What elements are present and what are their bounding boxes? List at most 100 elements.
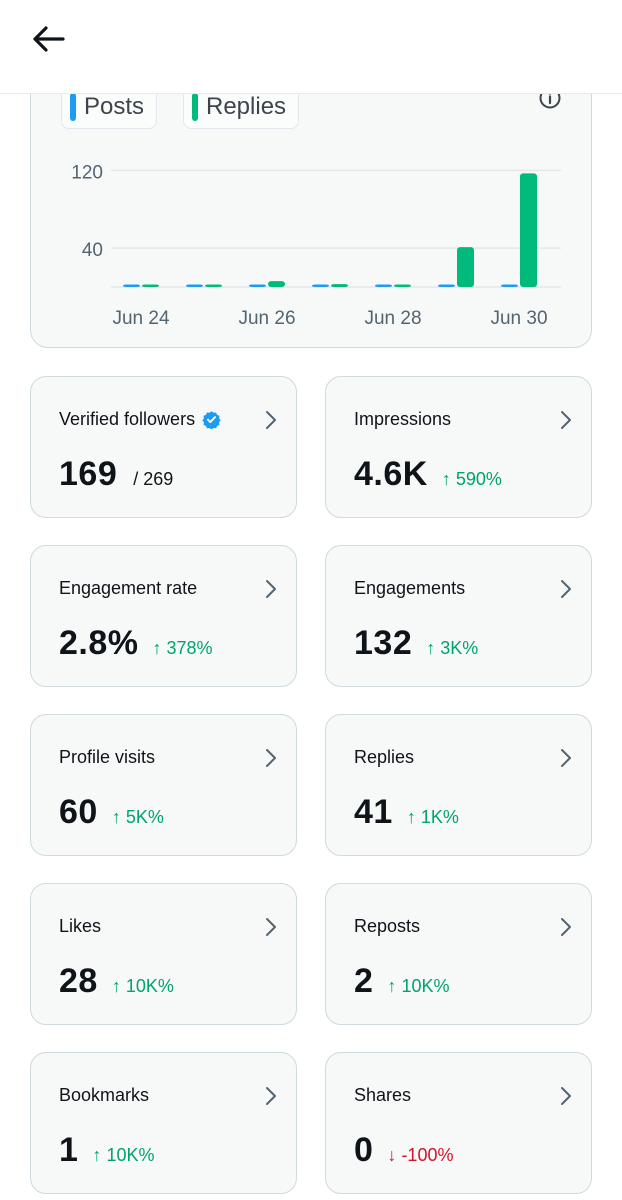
- arrow-up-icon: ↑: [92, 1145, 107, 1165]
- stat-card-impressions[interactable]: Impressions 4.6K ↑ 590%: [325, 376, 592, 518]
- stat-label-wrap: Verified followers: [59, 409, 221, 430]
- bar-posts-jun-28[interactable]: [375, 284, 392, 288]
- y-tick-label: 40: [82, 240, 103, 261]
- stat-label: Engagements: [354, 578, 466, 598]
- back-button[interactable]: [28, 22, 68, 56]
- arrow-up-icon: ↑: [441, 469, 456, 489]
- stat-label: Impressions: [354, 409, 452, 429]
- arrow-left-icon: [33, 26, 65, 52]
- bar-posts-jun-29[interactable]: [438, 284, 455, 288]
- stat-card-profile-visits[interactable]: Profile visits 60 ↑ 5K%: [30, 714, 297, 856]
- stat-card-engagement-rate[interactable]: Engagement rate 2.8% ↑ 378%: [30, 545, 297, 687]
- stat-card-replies[interactable]: Replies 41 ↑ 1K%: [325, 714, 592, 856]
- stat-change: ↓ -100%: [387, 1145, 453, 1166]
- bar-chart: 120 40 Jun 24 Jun 26 Jun 28 Jun 30: [71, 162, 561, 329]
- y-tick-label: 120: [71, 162, 103, 183]
- stat-value-row: 4.6K ↑ 590%: [354, 455, 502, 494]
- arrow-up-icon: ↑: [111, 807, 126, 827]
- chevron-right-icon: [266, 1087, 276, 1105]
- stat-change-value: 10K%: [401, 976, 450, 996]
- stat-change-value: 10K%: [125, 976, 174, 996]
- stat-value-row: 2 ↑ 10K%: [354, 962, 449, 1001]
- x-tick-label: Jun 24: [112, 308, 169, 329]
- stat-change: ↑ 5K%: [112, 807, 164, 828]
- bar-replies-jun-30[interactable]: [520, 173, 537, 287]
- replies-swatch: [192, 93, 198, 121]
- stat-value-row: 2.8% ↑ 378%: [59, 624, 213, 663]
- legend-posts-label: Posts: [84, 93, 145, 120]
- stat-value: 2: [354, 962, 374, 1000]
- stat-label: Profile visits: [59, 747, 156, 767]
- bar-replies-jun-27[interactable]: [331, 284, 348, 287]
- bar-replies-jun-25[interactable]: [205, 284, 222, 288]
- chevron-right-icon: [561, 749, 571, 767]
- stat-change-value: 10K%: [106, 1145, 155, 1165]
- stat-card-shares[interactable]: Shares 0 ↓ -100%: [325, 1052, 592, 1194]
- stat-value-row: 169 / 269: [59, 455, 173, 494]
- stat-label-wrap: Likes: [59, 916, 101, 937]
- stat-card-reposts[interactable]: Reposts 2 ↑ 10K%: [325, 883, 592, 1025]
- stat-change: ↑ 1K%: [407, 807, 459, 828]
- stat-sub-total: / 269: [133, 469, 174, 489]
- bar-replies-jun-24[interactable]: [142, 284, 159, 288]
- stat-label-wrap: Profile visits: [59, 747, 155, 768]
- stat-value: 169: [59, 455, 118, 493]
- stat-card-likes[interactable]: Likes 28 ↑ 10K%: [30, 883, 297, 1025]
- stat-value: 0: [354, 1131, 374, 1169]
- stat-change: ↑ 10K%: [92, 1145, 154, 1166]
- chart-card: Posts Replies 120 40 Jun 24 Jun 26 Jun 28 Jun…: [30, 60, 592, 348]
- stat-label-wrap: Replies: [354, 747, 414, 768]
- stat-change: ↑ 10K%: [112, 976, 174, 997]
- stat-value-row: 41 ↑ 1K%: [354, 793, 459, 832]
- bar-posts-jun-24[interactable]: [123, 284, 140, 288]
- bar-posts-jun-25[interactable]: [186, 284, 203, 288]
- stat-value-row: 132 ↑ 3K%: [354, 624, 478, 663]
- stat-change-value: 1K%: [420, 807, 459, 827]
- stat-value-row: 60 ↑ 5K%: [59, 793, 164, 832]
- stat-change-value: 3K%: [440, 638, 479, 658]
- stat-value: 2.8%: [59, 624, 139, 662]
- stat-change-value: 590%: [455, 469, 502, 489]
- bar-replies-jun-29[interactable]: [457, 247, 474, 287]
- arrow-up-icon: ↑: [426, 638, 441, 658]
- chevron-right-icon: [266, 918, 276, 936]
- stat-value-row: 0 ↓ -100%: [354, 1131, 453, 1170]
- top-bar: [0, 0, 622, 94]
- stat-label: Replies: [354, 747, 415, 767]
- chevron-right-icon: [266, 580, 276, 598]
- stat-value: 60: [59, 793, 98, 831]
- arrow-up-icon: ↑: [111, 976, 126, 996]
- stat-label: Shares: [354, 1085, 412, 1105]
- x-tick-label: Jun 30: [490, 308, 547, 329]
- stat-value: 4.6K: [354, 455, 428, 493]
- stat-label: Likes: [59, 916, 102, 936]
- bar-posts-jun-30[interactable]: [501, 284, 518, 288]
- stat-label-wrap: Impressions: [354, 409, 451, 430]
- x-tick-label: Jun 26: [238, 308, 295, 329]
- stat-label-wrap: Shares: [354, 1085, 411, 1106]
- stat-label: Engagement rate: [59, 578, 198, 598]
- stat-label-wrap: Engagements: [354, 578, 465, 599]
- chevron-right-icon: [561, 918, 571, 936]
- stat-card-engagements[interactable]: Engagements 132 ↑ 3K%: [325, 545, 592, 687]
- chevron-right-icon: [561, 1087, 571, 1105]
- stat-change: ↑ 378%: [153, 638, 213, 659]
- bar-posts-jun-26[interactable]: [249, 284, 266, 288]
- stat-value: 28: [59, 962, 98, 1000]
- posts-swatch: [70, 93, 76, 121]
- stat-change-value: -100%: [401, 1145, 454, 1165]
- stat-value: 41: [354, 793, 393, 831]
- stat-label-wrap: Engagement rate: [59, 578, 197, 599]
- bar-posts-jun-27[interactable]: [312, 284, 329, 288]
- bar-replies-jun-28[interactable]: [394, 284, 411, 288]
- chevron-right-icon: [561, 580, 571, 598]
- stat-label: Verified followers: [59, 409, 196, 429]
- stat-card-bookmarks[interactable]: Bookmarks 1 ↑ 10K%: [30, 1052, 297, 1194]
- arrow-up-icon: ↑: [152, 638, 167, 658]
- stat-value: 1: [59, 1131, 79, 1169]
- bar-replies-jun-26[interactable]: [268, 281, 285, 287]
- stat-card-verified-followers[interactable]: Verified followers 169 / 269: [30, 376, 297, 518]
- arrow-up-icon: ↑: [387, 976, 402, 996]
- arrow-up-icon: ↑: [406, 807, 421, 827]
- stat-change: ↑ 590%: [442, 469, 502, 490]
